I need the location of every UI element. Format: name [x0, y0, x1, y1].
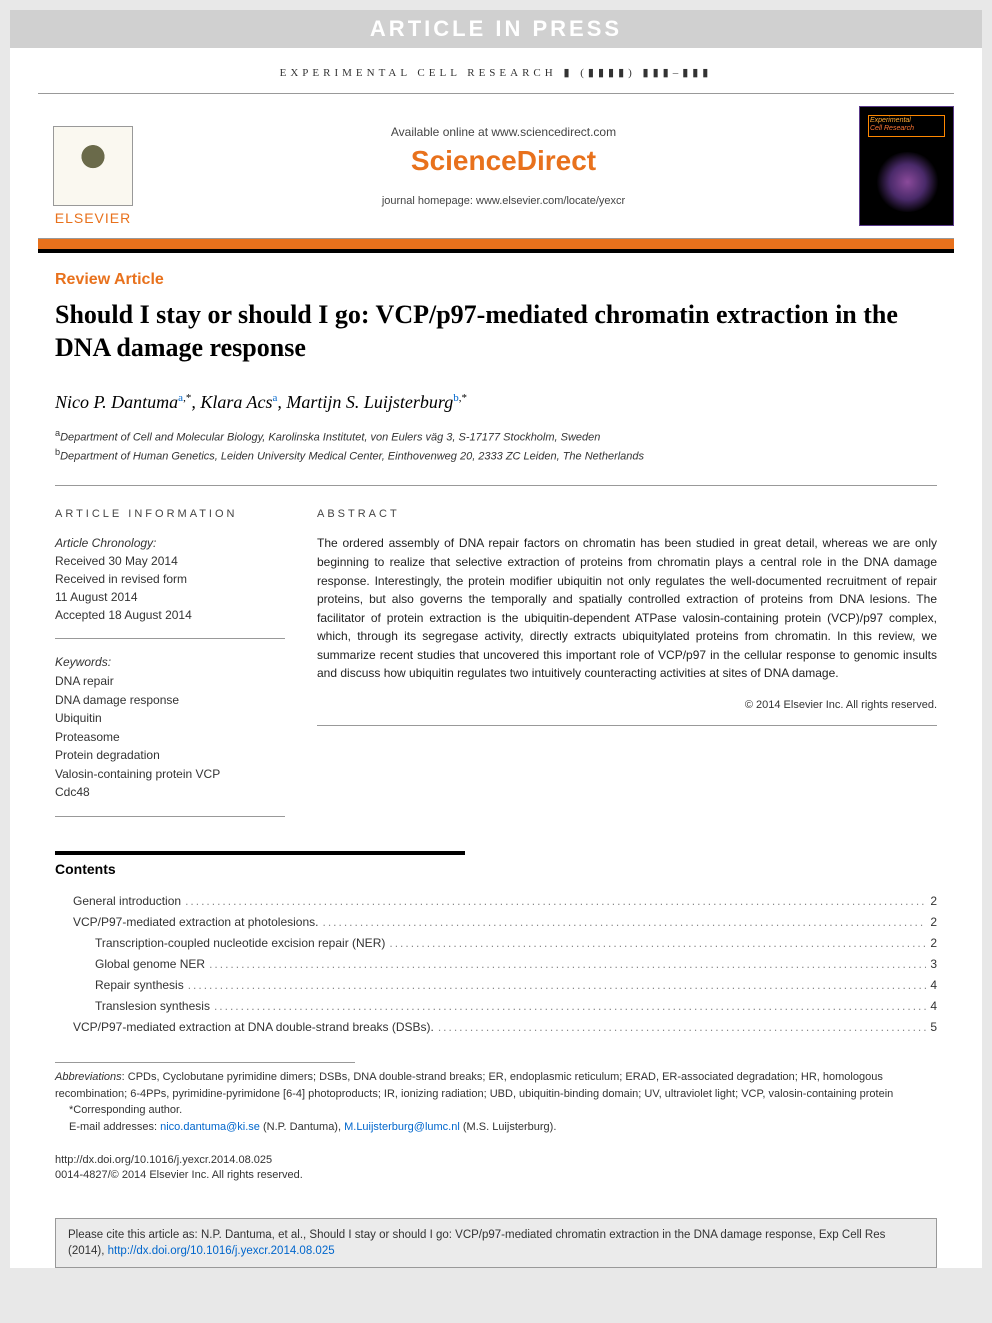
toc-page: 3 — [930, 954, 937, 975]
page: ARTICLE IN PRESS EXPERIMENTAL CELL RESEA… — [10, 10, 982, 1268]
footnotes-rule — [55, 1062, 355, 1063]
toc-label: Transcription-coupled nucleotide excisio… — [95, 933, 385, 954]
orange-divider — [38, 239, 954, 249]
email-name-1: (N.P. Dantuma), — [260, 1121, 344, 1133]
article-info-column: ARTICLE INFORMATION Article Chronology: … — [55, 508, 285, 817]
chronology-label: Article Chronology: — [55, 534, 285, 552]
keywords-list: DNA repairDNA damage responseUbiquitinPr… — [55, 672, 285, 802]
toc-label: VCP/P97-mediated extraction at photolesi… — [73, 912, 318, 933]
cover-line1: Experimental — [870, 117, 911, 124]
email-link-1[interactable]: nico.dantuma@ki.se — [160, 1121, 260, 1133]
footnotes: Abbreviations: CPDs, Cyclobutane pyrimid… — [55, 1069, 937, 1135]
availability-text: Available online at www.sciencedirect.co… — [148, 125, 859, 139]
toc-item[interactable]: VCP/P97-mediated extraction at DNA doubl… — [55, 1017, 937, 1038]
keywords-label: Keywords: — [55, 653, 285, 672]
two-column: ARTICLE INFORMATION Article Chronology: … — [55, 485, 937, 817]
article-title: Should I stay or should I go: VCP/p97-me… — [55, 299, 937, 364]
keyword-item: DNA damage response — [55, 691, 285, 710]
toc-item[interactable]: Translesion synthesis ..................… — [55, 996, 937, 1017]
toc-label: General introduction — [73, 891, 181, 912]
toc-item[interactable]: Repair synthesis .......................… — [55, 975, 937, 996]
toc-dots: ........................................… — [209, 954, 926, 975]
journal-cover-thumbnail[interactable]: Experimental Cell Research — [859, 106, 954, 226]
chronology-block: Article Chronology: Received 30 May 2014… — [55, 534, 285, 639]
keyword-item: Cdc48 — [55, 783, 285, 802]
toc-label: Repair synthesis — [95, 975, 184, 996]
toc-dots: ........................................… — [214, 996, 926, 1017]
elsevier-text: ELSEVIER — [55, 210, 131, 226]
article-type: Review Article — [55, 271, 937, 289]
toc-item[interactable]: General introduction ...................… — [55, 891, 937, 912]
journal-reference: EXPERIMENTAL CELL RESEARCH ▮ (▮▮▮▮) ▮▮▮–… — [10, 48, 982, 93]
toc-page: 2 — [930, 891, 937, 912]
toc-page: 2 — [930, 933, 937, 954]
affiliations: aDepartment of Cell and Molecular Biolog… — [55, 427, 937, 465]
abbreviations: Abbreviations: CPDs, Cyclobutane pyrimid… — [55, 1069, 937, 1102]
cover-line2: Cell Research — [870, 125, 914, 132]
doi-url[interactable]: http://dx.doi.org/10.1016/j.yexcr.2014.0… — [55, 1153, 937, 1168]
abstract-heading: ABSTRACT — [317, 508, 937, 520]
toc-item[interactable]: Global genome NER ......................… — [55, 954, 937, 975]
journal-homepage[interactable]: journal homepage: www.elsevier.com/locat… — [148, 195, 859, 207]
contents-rule — [55, 851, 465, 855]
keywords-block: Keywords: DNA repairDNA damage responseU… — [55, 653, 285, 817]
email-addresses: E-mail addresses: nico.dantuma@ki.se (N.… — [55, 1119, 937, 1136]
received-date: Received 30 May 2014 — [55, 552, 285, 570]
abstract-text: The ordered assembly of DNA repair facto… — [317, 534, 937, 693]
header-center: Available online at www.sciencedirect.co… — [148, 125, 859, 207]
toc-dots: ........................................… — [322, 912, 926, 933]
article-info-heading: ARTICLE INFORMATION — [55, 508, 285, 520]
table-of-contents: General introduction ...................… — [55, 891, 937, 1038]
content-area: Review Article Should I stay or should I… — [10, 253, 982, 1204]
toc-item[interactable]: Transcription-coupled nucleotide excisio… — [55, 933, 937, 954]
toc-item[interactable]: VCP/P97-mediated extraction at photolesi… — [55, 912, 937, 933]
keyword-item: Valosin-containing protein VCP — [55, 765, 285, 784]
toc-page: 4 — [930, 975, 937, 996]
toc-label: VCP/P97-mediated extraction at DNA doubl… — [73, 1017, 434, 1038]
authors: Nico P. Dantumaa,*, Klara Acsa, Martijn … — [55, 392, 937, 413]
email-name-2: (M.S. Luijsterburg). — [460, 1121, 557, 1133]
issn-copyright: 0014-4827/© 2014 Elsevier Inc. All right… — [55, 1168, 937, 1183]
toc-dots: ........................................… — [188, 975, 927, 996]
email-link-2[interactable]: M.Luijsterburg@lumc.nl — [344, 1121, 460, 1133]
toc-page: 4 — [930, 996, 937, 1017]
toc-dots: ........................................… — [389, 933, 926, 954]
revised-date: 11 August 2014 — [55, 588, 285, 606]
email-label: E-mail addresses: — [69, 1121, 160, 1133]
copyright-text: © 2014 Elsevier Inc. All rights reserved… — [317, 699, 937, 726]
keyword-item: Proteasome — [55, 728, 285, 747]
toc-dots: ........................................… — [185, 891, 926, 912]
keyword-item: Ubiquitin — [55, 709, 285, 728]
elsevier-tree-icon — [53, 126, 133, 206]
toc-page: 2 — [930, 912, 937, 933]
abbrev-label: Abbreviations — [55, 1071, 122, 1083]
corresponding-author: *Corresponding author. — [55, 1102, 937, 1119]
sciencedirect-logo[interactable]: ScienceDirect — [148, 145, 859, 177]
citation-box: Please cite this article as: N.P. Dantum… — [55, 1218, 937, 1268]
watermark-banner: ARTICLE IN PRESS — [10, 10, 982, 48]
elsevier-logo[interactable]: ELSEVIER — [38, 106, 148, 226]
toc-page: 5 — [930, 1017, 937, 1038]
abstract-column: ABSTRACT The ordered assembly of DNA rep… — [317, 508, 937, 817]
keyword-item: Protein degradation — [55, 746, 285, 765]
cite-link[interactable]: http://dx.doi.org/10.1016/j.yexcr.2014.0… — [108, 1245, 335, 1257]
revised-label: Received in revised form — [55, 570, 285, 588]
toc-dots: ........................................… — [438, 1017, 926, 1038]
header-box: ELSEVIER Available online at www.science… — [38, 93, 954, 239]
contents-heading: Contents — [55, 861, 937, 877]
abbrev-text: : CPDs, Cyclobutane pyrimidine dimers; D… — [55, 1071, 893, 1100]
accepted-date: Accepted 18 August 2014 — [55, 606, 285, 624]
keyword-item: DNA repair — [55, 672, 285, 691]
doi-block: http://dx.doi.org/10.1016/j.yexcr.2014.0… — [55, 1153, 937, 1184]
toc-label: Global genome NER — [95, 954, 205, 975]
toc-label: Translesion synthesis — [95, 996, 210, 1017]
